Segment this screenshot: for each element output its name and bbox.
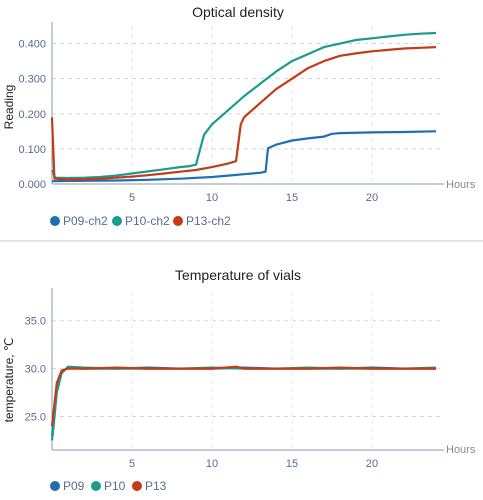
temp-x-unit-label: Hours [446, 444, 476, 456]
od-xtick: 10 [206, 192, 218, 204]
legend-marker-p09[interactable] [50, 481, 60, 491]
series-line-p13-ch2 [50, 46, 437, 181]
temp-ytick: 35.0 [25, 316, 46, 328]
temp-ytick: 30.0 [25, 364, 46, 376]
od-gridlines [51, 22, 444, 185]
temp-y-ticks: 25.0 30.0 35.0 [25, 316, 46, 424]
legend-marker-p13-ch2[interactable] [173, 216, 183, 226]
series-line-p13 [50, 365, 436, 427]
temp-xtick: 10 [206, 458, 218, 470]
legend-label-p10-ch2[interactable]: P10-ch2 [125, 214, 170, 228]
od-ytick: 0.300 [18, 74, 46, 86]
legend-label-p10[interactable]: P10 [104, 479, 126, 493]
temp-y-axis-label: temperature, ℃ [2, 338, 16, 423]
series-line-p10 [50, 365, 437, 441]
legend-label-p13-ch2[interactable]: P13-ch2 [186, 214, 231, 228]
od-y-ticks: 0.000 0.100 0.200 0.300 0.400 [18, 39, 46, 191]
temp-x-ticks: 5 10 15 20 [129, 458, 378, 470]
series-line-p09 [50, 366, 436, 436]
od-series-lines [50, 31, 437, 183]
legend-marker-p10[interactable] [91, 481, 101, 491]
chart-divider [0, 240, 483, 242]
od-xtick: 20 [366, 192, 378, 204]
od-x-unit-label: Hours [446, 179, 476, 191]
temp-ytick: 25.0 [25, 411, 46, 423]
temp-chart-title: Temperature of vials [175, 267, 301, 283]
temp-xtick: 15 [286, 458, 298, 470]
od-y-axis-label: Reading [2, 85, 16, 130]
od-legend: P09-ch2 P10-ch2 P13-ch2 [50, 214, 231, 228]
od-ytick: 0.100 [18, 144, 46, 156]
legend-marker-p13[interactable] [132, 481, 142, 491]
series-line-p10-ch2 [50, 31, 437, 180]
legend-label-p13[interactable]: P13 [145, 479, 167, 493]
legend-label-p09[interactable]: P09 [63, 479, 85, 493]
temperature-chart: Temperature of vials temperature, ℃ 25.0… [2, 267, 476, 493]
od-chart-title: Optical density [192, 4, 284, 20]
od-ytick: 0.400 [18, 39, 46, 51]
optical-density-chart: Optical density Reading 0.000 0.100 0.20… [2, 4, 476, 228]
series-line-p09-ch2 [51, 130, 437, 183]
od-xtick: 5 [129, 192, 135, 204]
temp-legend: P09 P10 P13 [50, 479, 167, 493]
temp-xtick: 20 [366, 458, 378, 470]
od-ytick: 0.000 [18, 179, 46, 191]
od-xtick: 15 [286, 192, 298, 204]
od-x-ticks: 5 10 15 20 [129, 192, 378, 204]
temp-series-lines [50, 365, 437, 441]
legend-marker-p09-ch2[interactable] [50, 216, 60, 226]
od-ytick: 0.200 [18, 109, 46, 121]
legend-label-p09-ch2[interactable]: P09-ch2 [63, 214, 108, 228]
legend-marker-p10-ch2[interactable] [112, 216, 122, 226]
temp-xtick: 5 [129, 458, 135, 470]
